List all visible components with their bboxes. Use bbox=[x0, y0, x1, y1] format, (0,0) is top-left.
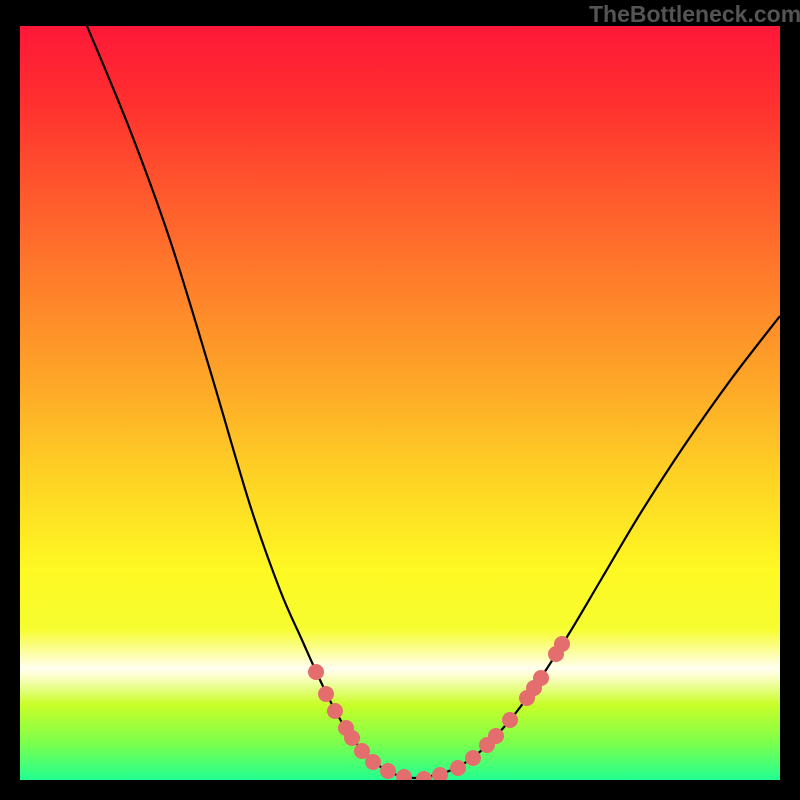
marker-point bbox=[533, 670, 549, 686]
marker-point bbox=[318, 686, 334, 702]
marker-point bbox=[327, 703, 343, 719]
marker-point bbox=[488, 728, 504, 744]
marker-point bbox=[308, 664, 324, 680]
marker-point bbox=[465, 750, 481, 766]
marker-point bbox=[344, 730, 360, 746]
bottleneck-chart bbox=[0, 0, 800, 800]
marker-point bbox=[365, 754, 381, 770]
marker-point bbox=[502, 712, 518, 728]
marker-point bbox=[380, 763, 396, 779]
marker-point bbox=[450, 760, 466, 776]
watermark-label: TheBottleneck.com bbox=[589, 1, 800, 28]
marker-point bbox=[554, 636, 570, 652]
